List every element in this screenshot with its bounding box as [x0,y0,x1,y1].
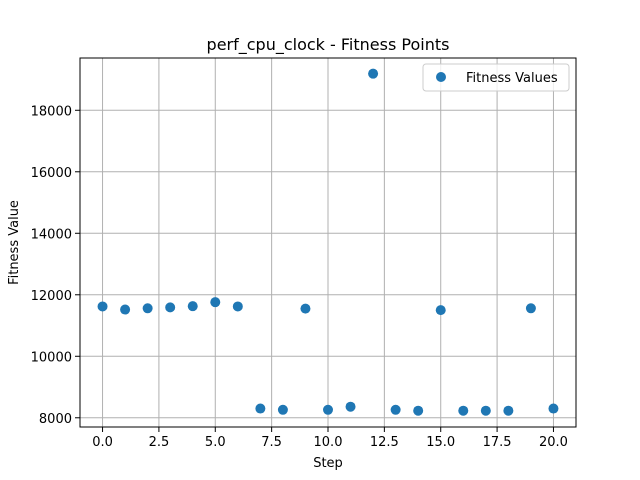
data-point [503,405,514,416]
data-point [120,304,131,315]
x-tick-label: 7.5 [261,435,282,450]
data-point [323,404,333,415]
y-tick-label: 10000 [31,350,72,365]
data-point [165,302,176,313]
data-point [232,301,243,312]
x-tick-label: 10.0 [314,435,343,450]
y-tick-label: 16000 [31,166,72,181]
data-points [97,68,559,416]
data-point [413,405,424,416]
legend-marker [436,72,446,82]
y-tick-label: 8000 [39,412,72,427]
grid [80,58,576,427]
data-point [187,301,198,312]
x-tick-label: 0.0 [92,435,113,450]
x-tick-label: 2.5 [149,435,170,450]
y-axis-label: Fitness Value [7,200,22,285]
data-point [368,68,379,79]
legend-label: Fitness Values [466,71,558,86]
data-point [142,303,153,314]
x-axis-label: Step [313,456,343,471]
data-point [458,405,469,416]
legend-box [422,63,570,92]
data-point [255,403,266,414]
x-tick-label: 20.0 [539,435,568,450]
data-point [525,303,536,314]
y-tick-label: 18000 [31,104,72,119]
chart-title: perf_cpu_clock - Fitness Points [207,35,450,55]
data-point [300,303,311,314]
x-tick-label: 17.5 [483,435,512,450]
data-point [210,297,221,308]
data-point [548,403,559,414]
data-point [390,404,401,415]
x-tick-label: 15.0 [426,435,455,450]
legend: Fitness Values [422,63,570,92]
y-tick-label: 14000 [31,227,72,242]
y-tick-label: 12000 [31,289,72,304]
axis-ticks: 0.0 2.5 5.0 7.5 10.0 12.5 15.0 17.5 20.0 8000 1000… [31,104,568,450]
data-point [97,301,108,312]
data-point [345,401,356,412]
data-point [435,305,446,316]
data-point [277,404,288,415]
x-tick-label: 5.0 [205,435,226,450]
x-tick-label: 12.5 [370,435,399,450]
data-point [480,405,491,416]
